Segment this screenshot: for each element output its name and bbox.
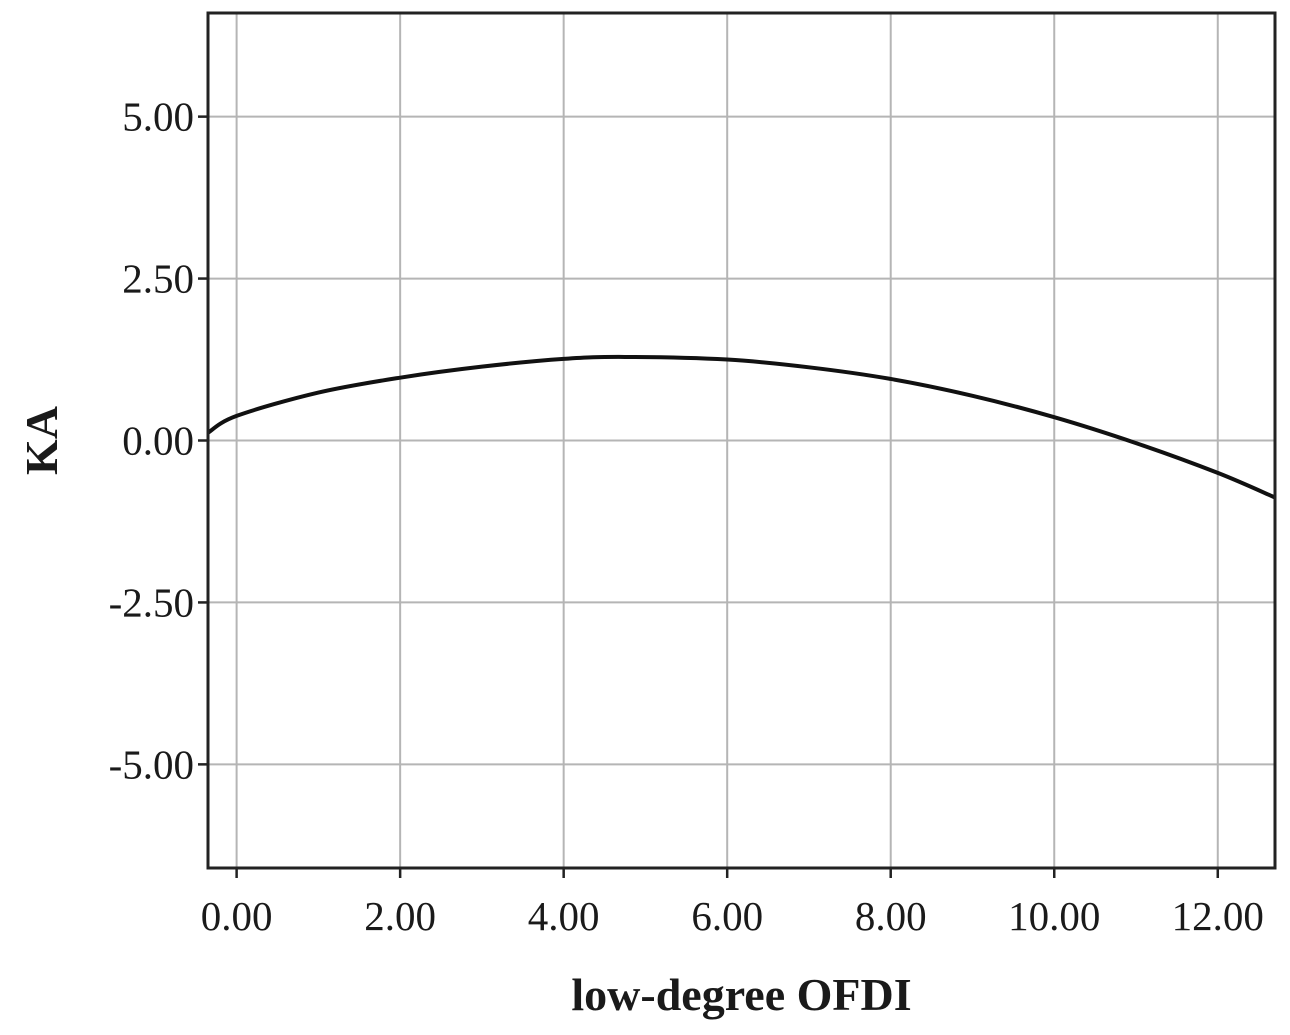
y-tick-label: -2.50	[109, 579, 194, 625]
y-tick-label: 5.00	[122, 94, 194, 140]
x-tick-label: 12.00	[1172, 893, 1264, 939]
y-tick-label: -5.00	[109, 741, 194, 787]
series-line	[206, 354, 1276, 500]
y-axis-tick-labels: 5.00 2.50 0.00 -2.50 -5.00	[109, 94, 194, 788]
x-axis-title: low-degree OFDI	[571, 969, 911, 1020]
y-tick-label: 0.00	[122, 418, 194, 464]
y-axis-title: KA	[16, 406, 67, 475]
x-tick-label: 8.00	[855, 893, 927, 939]
x-tick-label: 4.00	[528, 893, 600, 939]
x-tick-label: 6.00	[691, 893, 763, 939]
x-tick-label: 2.00	[364, 893, 436, 939]
series-layer	[206, 354, 1276, 500]
gridlines	[208, 13, 1275, 868]
x-tick-label: 0.00	[201, 893, 273, 939]
x-tick-label: 10.00	[1008, 893, 1100, 939]
y-tick-label: 2.50	[122, 256, 194, 302]
x-axis-tick-labels: 0.00 2.00 4.00 6.00 8.00 10.00 12.00	[201, 893, 1264, 939]
axis-ticks	[198, 115, 1220, 878]
